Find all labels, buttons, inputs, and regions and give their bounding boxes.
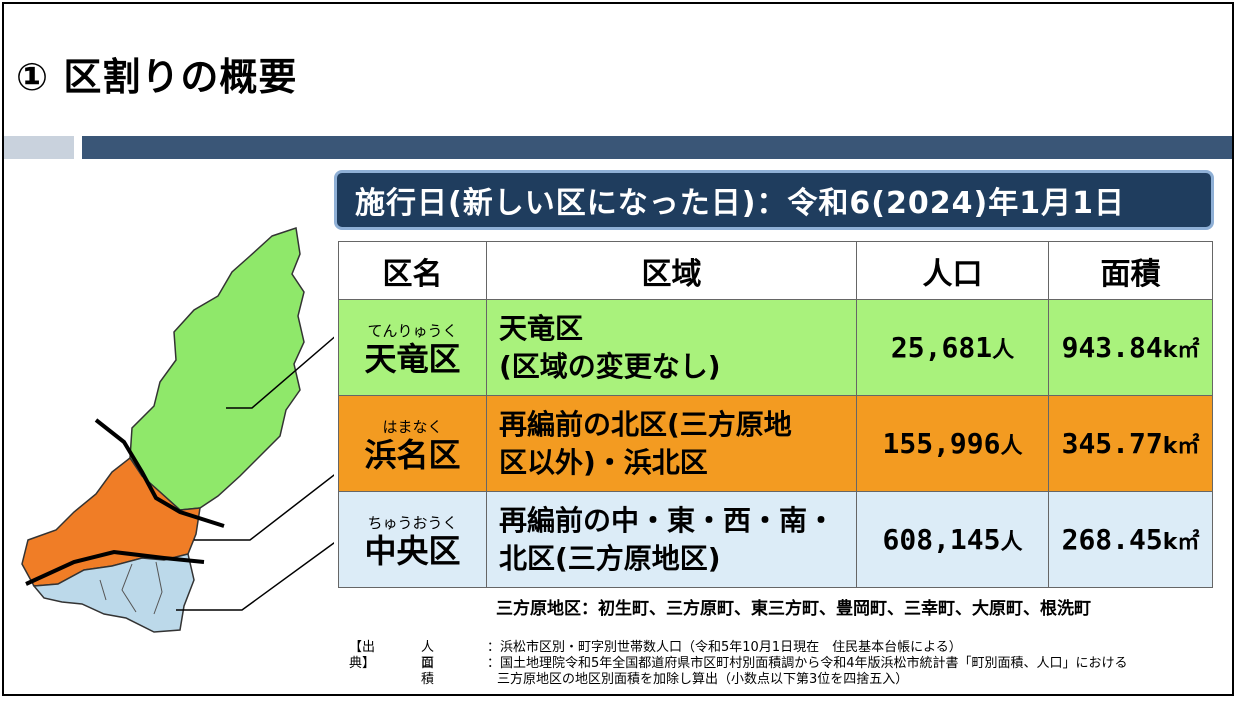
region-line1: 再編前の北区(三方原地 [499,407,792,441]
header-region: 区域 [486,241,857,300]
population-value: 155,996 [882,427,1001,460]
area-unit: k㎡ [1162,338,1200,363]
sources-area-text2: 三方原地区の地区別面積を加除し算出（小数点以下第3位を四捨五入） [497,672,909,687]
mikatahara-note: 三方原地区：初生町、三方原町、東三方町、豊岡町、三幸町、大原町、根洗町 [496,599,1091,619]
map-chuo-ward [32,553,195,633]
population-value: 608,145 [882,523,1001,556]
population-unit: 人 [1000,434,1023,459]
sources-pop-label: 人口 [421,640,435,671]
sources-pop-text: ：浜松市区別・町字別世帯数人口（令和5年10月1日現在 住民基本台帳による） [487,640,962,655]
region-line2: (区域の変更なし) [499,349,721,383]
sources-area-label: 面積 [421,656,435,687]
ward-name: 中央区 [364,531,461,570]
sources-area-text1: ：国土地理院令和5年全国都道府県市区町村別面積調から令和4年版浜松市統計書「町別… [487,656,1128,671]
table-row-tenryu: てんりゅうく 天竜区 天竜区 (区域の変更なし) 25,681人 943.84k㎡ [338,299,1213,396]
population-value: 25,681 [890,331,993,364]
header-bar-light [4,136,74,159]
region-line1: 天竜区 [499,311,584,345]
area-unit: k㎡ [1162,530,1200,555]
area-value: 943.84 [1061,331,1163,364]
area-unit: k㎡ [1162,434,1200,459]
table-row-hamana: はまなく 浜名区 再編前の北区(三方原地 区以外)・浜北区 155,996人 345… [338,395,1213,492]
population-unit: 人 [992,338,1015,363]
population-unit: 人 [1000,530,1023,555]
sources-heading: 【出典】 [349,640,376,671]
header-population: 人口 [856,241,1049,300]
region-line2: 区以外)・浜北区 [499,445,708,479]
area-value: 345.77 [1061,427,1163,460]
header-area: 面積 [1048,241,1213,300]
ward-ruby: ちゅうおうく [367,513,458,532]
area-value: 268.45 [1061,523,1163,556]
effective-date-banner: 施行日(新しい区になった日)：令和6(2024)年1月1日 [334,170,1214,230]
map-tenryu-ward [129,227,305,511]
header-bar-dark [82,136,1232,159]
ward-ruby: はまなく [382,417,443,436]
region-line2: 北区(三方原地区) [499,541,721,575]
ward-name: 浜名区 [364,435,461,474]
header-ward-name: 区名 [338,241,487,300]
region-line1: 再編前の中・東・西・南・ [499,503,836,537]
ward-ruby: てんりゅうく [367,321,458,340]
ward-name: 天竜区 [364,339,461,378]
ward-table: 区名 区域 人口 面積 てんりゅうく 天竜区 天竜区 (区域の変更なし) 25,68… [338,241,1213,588]
page-title: ① 区割りの概要 [16,55,298,99]
ward-map [21,227,334,633]
table-row-chuo: ちゅうおうく 中央区 再編前の中・東・西・南・ 北区(三方原地区) 608,145人… [338,491,1213,588]
